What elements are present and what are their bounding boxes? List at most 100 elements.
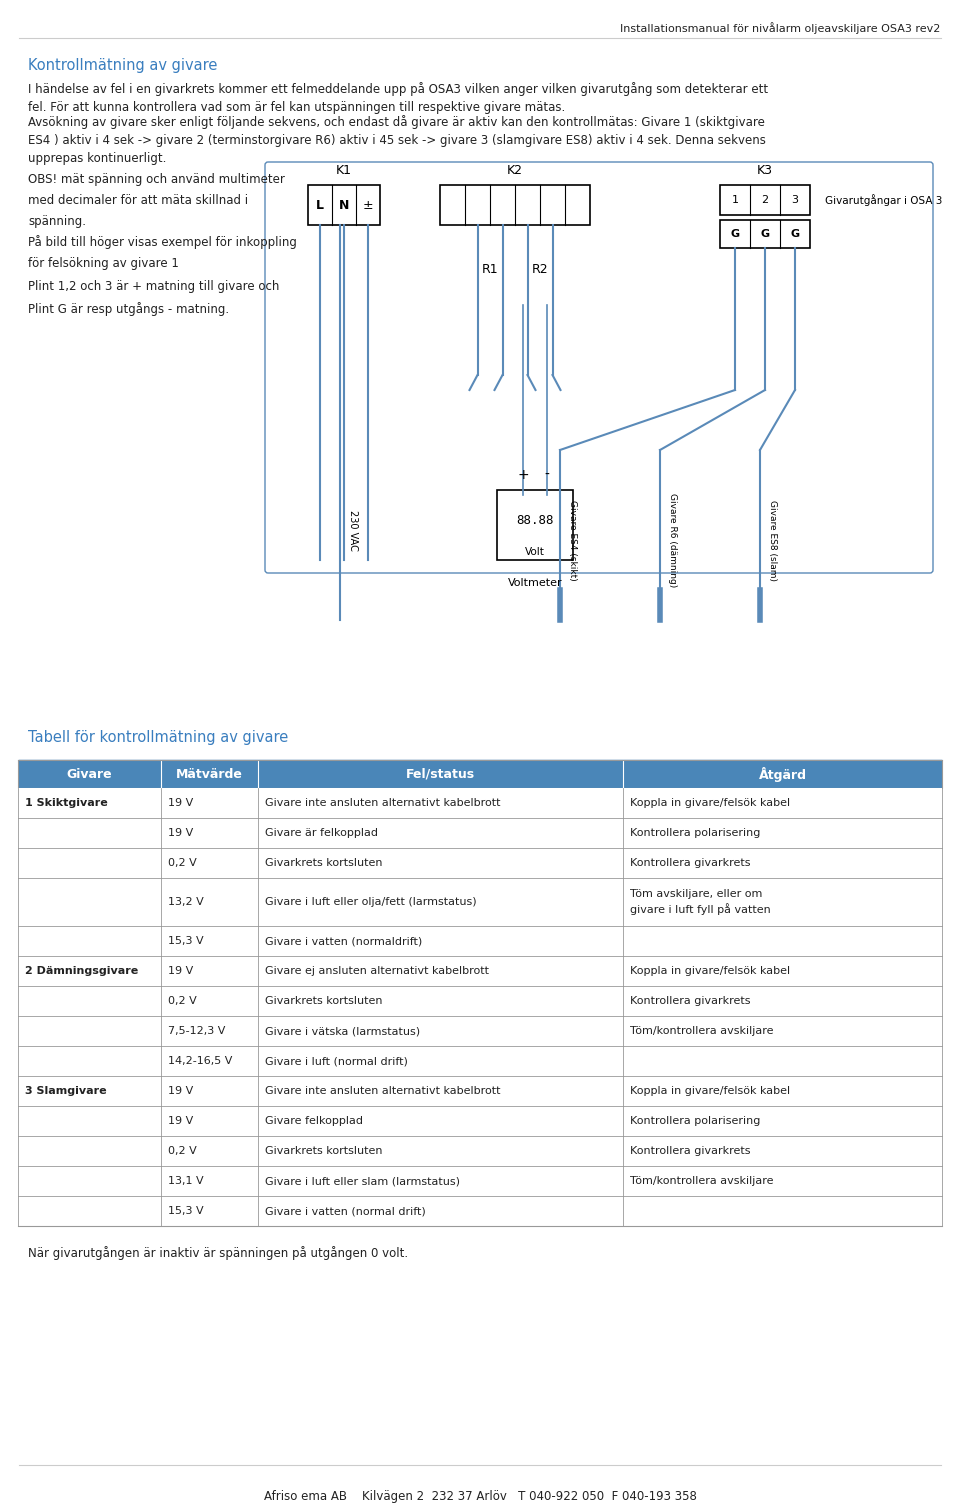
Text: Töm/kontrollera avskiljare: Töm/kontrollera avskiljare: [630, 1026, 774, 1036]
Bar: [18, 986, 942, 1017]
Text: Kontrollera givarkrets: Kontrollera givarkrets: [630, 1146, 751, 1157]
Text: K2: K2: [507, 164, 523, 178]
Text: Givare i luft eller olja/fett (larmstatus): Givare i luft eller olja/fett (larmstatu…: [265, 898, 477, 907]
Text: Töm/kontrollera avskiljare: Töm/kontrollera avskiljare: [630, 1176, 774, 1187]
Text: Voltmeter: Voltmeter: [508, 578, 563, 587]
Bar: [18, 956, 942, 986]
Text: Givare i vatten (normaldrift): Givare i vatten (normaldrift): [265, 937, 422, 946]
Text: Plint 1,2 och 3 är + matning till givare och
Plint G är resp utgångs - matning.: Plint 1,2 och 3 är + matning till givare…: [28, 280, 279, 316]
Bar: [18, 1047, 942, 1075]
Text: 19 V: 19 V: [168, 965, 194, 976]
Text: Givare ES4 (skikt): Givare ES4 (skikt): [568, 500, 577, 580]
FancyBboxPatch shape: [265, 163, 933, 572]
Text: -: -: [544, 468, 549, 482]
Text: Kontrollera givarkrets: Kontrollera givarkrets: [630, 995, 751, 1006]
Text: Afriso ema AB    Kilvägen 2  232 37 Arlöv   T 040-922 050  F 040-193 358: Afriso ema AB Kilvägen 2 232 37 Arlöv T …: [264, 1489, 696, 1503]
Bar: [720, 185, 810, 215]
Bar: [18, 848, 942, 878]
Text: Koppla in givare/felsök kabel: Koppla in givare/felsök kabel: [630, 965, 790, 976]
Text: +: +: [517, 468, 529, 482]
Text: Givare i vätska (larmstatus): Givare i vätska (larmstatus): [265, 1026, 420, 1036]
Text: 13,1 V: 13,1 V: [168, 1176, 204, 1187]
Text: 15,3 V: 15,3 V: [168, 937, 204, 946]
Bar: [720, 220, 810, 248]
Text: Volt: Volt: [525, 547, 545, 557]
Text: OBS! mät spänning och använd multimeter
med decimaler för att mäta skillnad i
sp: OBS! mät spänning och använd multimeter …: [28, 173, 285, 227]
Text: Givare i luft eller slam (larmstatus): Givare i luft eller slam (larmstatus): [265, 1176, 460, 1187]
Text: Fel/status: Fel/status: [406, 768, 475, 780]
Bar: [497, 489, 573, 560]
Text: Koppla in givare/felsök kabel: Koppla in givare/felsök kabel: [630, 798, 790, 809]
Text: Givare ej ansluten alternativt kabelbrott: Givare ej ansluten alternativt kabelbrot…: [265, 965, 490, 976]
Text: 19 V: 19 V: [168, 1086, 194, 1096]
Text: ±: ±: [363, 199, 373, 211]
Text: 19 V: 19 V: [168, 1116, 194, 1126]
Bar: [18, 878, 942, 926]
Bar: [308, 185, 380, 224]
Text: K1: K1: [336, 164, 352, 178]
Bar: [18, 1075, 942, 1105]
Text: Koppla in givare/felsök kabel: Koppla in givare/felsök kabel: [630, 1086, 790, 1096]
Text: Givarkrets kortsluten: Givarkrets kortsluten: [265, 1146, 383, 1157]
Bar: [18, 788, 942, 818]
Text: G: G: [790, 229, 800, 239]
Text: Kontrollera givarkrets: Kontrollera givarkrets: [630, 858, 751, 867]
Text: 13,2 V: 13,2 V: [168, 898, 204, 907]
Text: 19 V: 19 V: [168, 828, 194, 837]
Text: Kontrollera polarisering: Kontrollera polarisering: [630, 828, 760, 837]
Text: 19 V: 19 V: [168, 798, 194, 809]
Text: N: N: [339, 199, 349, 211]
Text: Tabell för kontrollmätning av givare: Tabell för kontrollmätning av givare: [28, 730, 288, 745]
Text: R2: R2: [532, 264, 548, 276]
Text: Givare inte ansluten alternativt kabelbrott: Givare inte ansluten alternativt kabelbr…: [265, 1086, 501, 1096]
Text: Givare i luft (normal drift): Givare i luft (normal drift): [265, 1056, 408, 1066]
Text: 0,2 V: 0,2 V: [168, 858, 197, 867]
Text: 2: 2: [761, 194, 769, 205]
Text: G: G: [760, 229, 770, 239]
Text: Kontrollera polarisering: Kontrollera polarisering: [630, 1116, 760, 1126]
Text: 0,2 V: 0,2 V: [168, 1146, 197, 1157]
Bar: [440, 185, 590, 224]
Text: Givarkrets kortsluten: Givarkrets kortsluten: [265, 995, 383, 1006]
Text: Givare är felkopplad: Givare är felkopplad: [265, 828, 378, 837]
Text: Mätvärde: Mätvärde: [177, 768, 243, 780]
Text: Givare inte ansluten alternativt kabelbrott: Givare inte ansluten alternativt kabelbr…: [265, 798, 501, 809]
Text: Givare ES8 (slam): Givare ES8 (slam): [768, 500, 777, 580]
Bar: [18, 1166, 942, 1196]
Text: R1: R1: [482, 264, 498, 276]
Text: Avsökning av givare sker enligt följande sekvens, och endast då givare är aktiv : Avsökning av givare sker enligt följande…: [28, 114, 766, 166]
Text: L: L: [316, 199, 324, 211]
Text: Kontrollmätning av givare: Kontrollmätning av givare: [28, 59, 217, 72]
Text: 2 Dämningsgivare: 2 Dämningsgivare: [25, 965, 138, 976]
Bar: [18, 818, 942, 848]
Text: Åtgärd: Åtgärd: [758, 767, 806, 782]
Text: 88.88: 88.88: [516, 514, 554, 527]
Bar: [18, 1017, 942, 1047]
Bar: [18, 1136, 942, 1166]
Text: Installationsmanual för nivålarm oljeavskiljare OSA3 rev2: Installationsmanual för nivålarm oljeavs…: [619, 23, 940, 35]
Text: 3: 3: [791, 194, 799, 205]
Text: 1: 1: [732, 194, 738, 205]
Text: 14,2-16,5 V: 14,2-16,5 V: [168, 1056, 232, 1066]
Text: K3: K3: [757, 164, 773, 178]
Text: Givarkrets kortsluten: Givarkrets kortsluten: [265, 858, 383, 867]
Text: Givare felkopplad: Givare felkopplad: [265, 1116, 363, 1126]
Text: 230 VAC: 230 VAC: [348, 509, 358, 550]
Text: Givare R6 (dämning): Givare R6 (dämning): [668, 492, 677, 587]
Text: Givare: Givare: [67, 768, 112, 780]
Text: På bild till höger visas exempel för inkoppling
för felsökning av givare 1: På bild till höger visas exempel för ink…: [28, 235, 297, 270]
Text: 1 Skiktgivare: 1 Skiktgivare: [25, 798, 108, 809]
Bar: [18, 926, 942, 956]
Text: 15,3 V: 15,3 V: [168, 1206, 204, 1215]
Text: 7,5-12,3 V: 7,5-12,3 V: [168, 1026, 226, 1036]
Bar: [18, 1105, 942, 1136]
Text: G: G: [731, 229, 739, 239]
Text: 3 Slamgivare: 3 Slamgivare: [25, 1086, 107, 1096]
Text: Töm avskiljare, eller om
givare i luft fyll på vatten: Töm avskiljare, eller om givare i luft f…: [630, 890, 771, 914]
Text: Givarutgångar i OSA 3: Givarutgångar i OSA 3: [825, 194, 943, 206]
Text: Givare i vatten (normal drift): Givare i vatten (normal drift): [265, 1206, 426, 1215]
Text: I händelse av fel i en givarkrets kommer ett felmeddelande upp på OSA3 vilken an: I händelse av fel i en givarkrets kommer…: [28, 81, 768, 114]
Bar: [18, 761, 942, 788]
Text: 0,2 V: 0,2 V: [168, 995, 197, 1006]
Bar: [18, 1196, 942, 1226]
